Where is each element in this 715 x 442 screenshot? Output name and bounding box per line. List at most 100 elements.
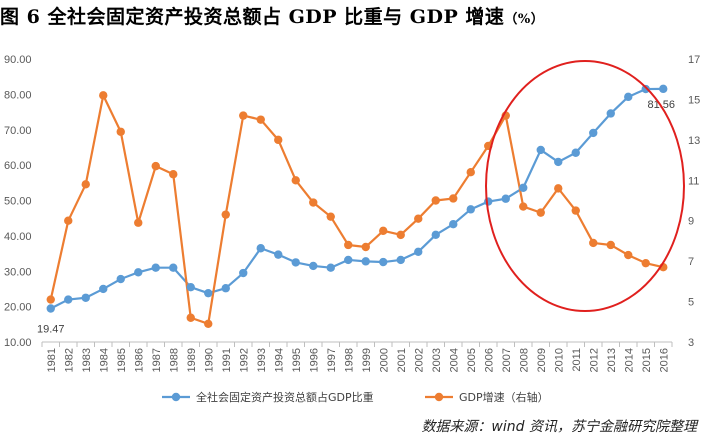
x-tick-label: 2000 — [378, 348, 390, 372]
x-tick-label: 2015 — [641, 348, 653, 372]
series-2-point — [344, 240, 353, 250]
x-tick-label: 1988 — [168, 348, 180, 372]
series-2-point — [204, 319, 213, 329]
x-tick-label: 1993 — [256, 348, 268, 372]
series-1-point — [221, 284, 230, 293]
series-2-point — [431, 196, 440, 205]
series-1-point — [571, 148, 580, 157]
x-tick-label: 1998 — [343, 348, 355, 372]
series-1-point — [484, 197, 493, 206]
series-2-point — [46, 295, 55, 304]
series-1-point — [151, 263, 160, 272]
series-1-point — [116, 274, 125, 284]
series-1-point — [134, 268, 143, 277]
y-left-tick-label: 20.00 — [4, 302, 32, 314]
series-2-point — [449, 194, 458, 203]
series-1-point — [239, 268, 248, 278]
x-tick-label: 2013 — [606, 348, 618, 372]
series-1-point — [414, 247, 423, 256]
y-right-tick-label: 17 — [688, 54, 700, 66]
series-1-point — [204, 288, 213, 298]
series-2-point — [221, 210, 230, 219]
x-tick-label: 2001 — [396, 348, 408, 372]
series-2-point — [606, 240, 615, 250]
x-tick-label: 1986 — [133, 348, 145, 372]
x-tick-label: 1990 — [203, 348, 215, 372]
series-1-point — [186, 282, 195, 292]
chart-title-main: 图 6 全社会固定资产投资总额占 GDP 比重与 GDP 增速 — [0, 6, 505, 28]
series-1-point — [396, 255, 405, 265]
series-2-point — [151, 161, 160, 171]
y-left-tick-label: 80.00 — [4, 89, 32, 101]
x-tick-label: 2005 — [466, 348, 478, 372]
series-1-point — [291, 258, 300, 267]
series-1-point — [344, 255, 353, 265]
chart-title: 图 6 全社会固定资产投资总额占 GDP 比重与 GDP 增速（%） — [0, 2, 715, 32]
y-left-tick-label: 60.00 — [4, 160, 32, 172]
legend-label: GDP增速（右轴） — [459, 390, 549, 404]
series-1-point — [326, 263, 335, 272]
series-2-point — [309, 198, 318, 207]
series-2-point — [239, 111, 248, 120]
series-2-point — [64, 216, 73, 225]
x-tick-label: 2016 — [658, 348, 670, 372]
series-2-point — [589, 238, 598, 248]
series-2-point — [186, 313, 195, 322]
series-2-point — [519, 202, 528, 211]
series-1-point — [99, 284, 108, 294]
x-tick-label: 1994 — [273, 348, 285, 372]
y-left-tick-label: 90.00 — [4, 54, 32, 66]
axes-group: 1981 1982 1983 1984 1985 1986 1987 1988 1989 1990… — [4, 54, 700, 372]
series-1-point — [624, 92, 633, 102]
series-2-point — [274, 135, 283, 145]
legend: 全社会固定资产投资总额占GDP比重 GDP增速（右轴） — [162, 390, 549, 404]
x-tick-label: 1985 — [116, 348, 128, 372]
series-points — [46, 84, 668, 329]
series-1-point — [64, 295, 73, 304]
series-2-point — [571, 206, 580, 215]
x-tick-label: 1982 — [63, 348, 75, 372]
x-tick-label: 2009 — [536, 348, 548, 372]
y-left-tick-label: 40.00 — [4, 231, 32, 243]
y-left-tick-label: 70.00 — [4, 125, 32, 137]
series-1-point — [449, 220, 458, 229]
series-line-1 — [50, 87, 664, 310]
x-tick-label: 1996 — [308, 348, 320, 372]
series-1-point — [501, 194, 510, 203]
legend-label: 全社会固定资产投资总额占GDP比重 — [196, 390, 374, 404]
series-2-point — [116, 127, 125, 136]
series-1-point — [379, 257, 388, 267]
series-1-point — [274, 250, 283, 259]
x-tick-label: 1991 — [221, 348, 233, 372]
series-2-point — [396, 230, 405, 240]
series-2-point — [641, 258, 650, 268]
series-1-point — [589, 128, 598, 138]
series-line-2 — [49, 94, 664, 325]
series-1-point — [554, 157, 563, 167]
legend-swatch-marker — [434, 392, 444, 402]
x-tick-label: 1999 — [361, 348, 373, 372]
series-1-point — [309, 261, 318, 271]
y-right-tick-label: 9 — [688, 216, 694, 228]
y-left-tick-label: 30.00 — [4, 266, 32, 278]
x-tick-label: 2010 — [553, 348, 565, 372]
chart-title-unit: （%） — [504, 12, 545, 27]
x-tick-label: 2006 — [483, 348, 495, 372]
x-tick-label: 1983 — [81, 348, 93, 372]
series-1-point — [361, 257, 370, 266]
series-1-point — [169, 263, 178, 272]
series-2-point — [414, 214, 423, 223]
x-tick-label: 2002 — [413, 348, 425, 372]
series-2-point — [466, 168, 475, 177]
series-1-point — [46, 304, 55, 313]
y-right-tick-label: 5 — [688, 297, 694, 309]
series-2-point — [536, 208, 545, 217]
series-2-point — [99, 91, 108, 100]
x-tick-label: 1981 — [46, 348, 58, 372]
series-1-point — [256, 244, 265, 253]
series-2-point — [554, 184, 563, 193]
series-lines — [49, 87, 664, 325]
x-tick-label: 1997 — [326, 348, 338, 372]
